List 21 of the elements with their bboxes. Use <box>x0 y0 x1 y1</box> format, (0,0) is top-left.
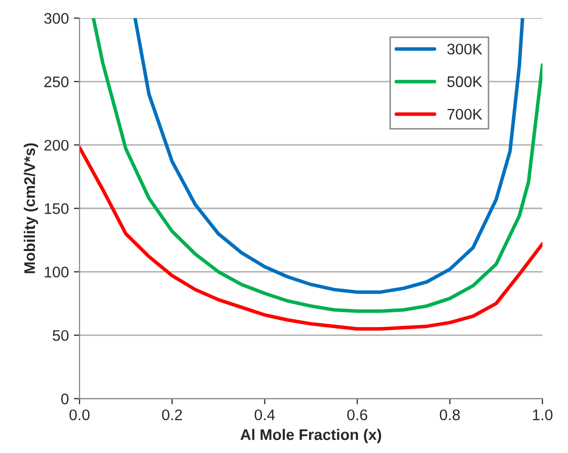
y-tick-label: 0 <box>61 394 69 404</box>
y-tick-label: 150 <box>44 203 69 214</box>
y-tick-label: 300 <box>44 12 69 24</box>
y-tick-label: 100 <box>44 266 69 278</box>
y-tick-label: 50 <box>52 330 69 341</box>
x-tick-label: 1.0 <box>532 409 552 420</box>
y-tick-label: 250 <box>44 76 69 88</box>
line-series <box>80 146 542 331</box>
y-tick-label: 200 <box>44 140 69 151</box>
legend-label: 300K <box>447 44 482 55</box>
line-series <box>92 18 542 313</box>
x-tick-label: 0.0 <box>70 409 90 420</box>
x-tick-label: 0.4 <box>254 409 275 420</box>
x-tick-label: 0.6 <box>347 409 368 420</box>
line-series <box>133 18 524 294</box>
x-axis-title: Al Mole Fraction (x) <box>240 428 382 444</box>
x-tick-label: 0.8 <box>440 409 460 420</box>
x-tick-label: 0.2 <box>162 409 182 420</box>
y-axis-title: Mobility (cm2/V*s) <box>24 143 38 274</box>
legend-label: 500K <box>447 76 482 88</box>
legend-label: 700K <box>448 108 482 120</box>
